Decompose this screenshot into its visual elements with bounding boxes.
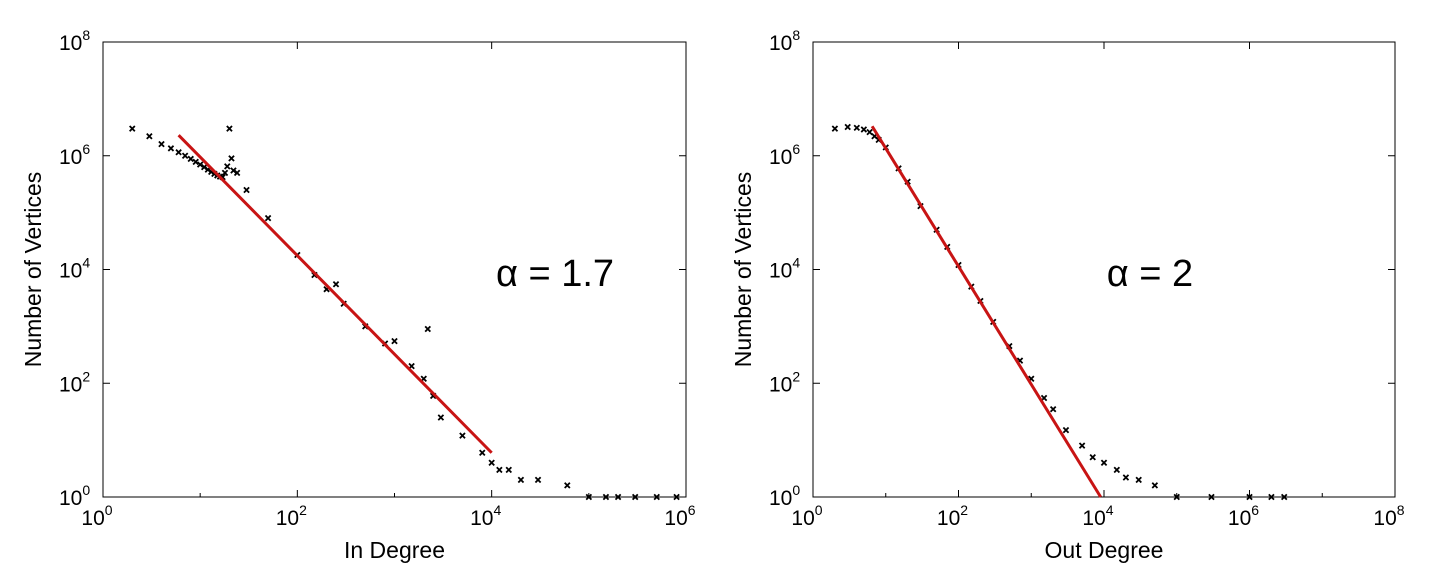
- y-tick-label: 102: [769, 368, 800, 396]
- data-point: [230, 167, 237, 174]
- data-point: [631, 493, 639, 501]
- y-tick-label: 104: [769, 255, 800, 283]
- data-point: [602, 493, 610, 501]
- data-point: [459, 432, 466, 439]
- data-point: [424, 325, 432, 333]
- alpha-annotation: α = 2: [1107, 253, 1193, 295]
- data-point: [1122, 474, 1130, 481]
- x-tick-label: 102: [937, 502, 968, 530]
- data-point: [1268, 493, 1275, 501]
- data-point: [391, 337, 398, 345]
- x-tick-label: 104: [1082, 502, 1113, 530]
- data-point: [221, 169, 229, 177]
- data-point: [175, 149, 182, 156]
- out-degree-chart: 100 102 104 106 108 100 102 104 106 108 Out Degree…: [730, 27, 1405, 563]
- data-points: [129, 125, 680, 501]
- y-tick-label: 102: [59, 368, 90, 396]
- data-point: [614, 493, 622, 501]
- data-point: [1135, 476, 1142, 484]
- y-tick-label: 108: [769, 27, 800, 55]
- data-point: [1049, 405, 1057, 413]
- data-point: [167, 145, 175, 152]
- data-point: [1089, 454, 1096, 461]
- x-tick-label: 106: [1228, 502, 1259, 530]
- y-tick-label: 106: [769, 141, 800, 169]
- data-point: [853, 124, 861, 132]
- data-point: [243, 186, 250, 194]
- data-point: [264, 214, 272, 222]
- data-point: [517, 476, 525, 484]
- data-point: [1280, 493, 1288, 501]
- data-point: [1100, 459, 1108, 466]
- y-axis-label: Number of Vertices: [20, 172, 46, 368]
- data-point: [1062, 426, 1070, 434]
- data-point: [505, 466, 513, 474]
- data-point: [228, 155, 235, 162]
- data-point: [1151, 482, 1159, 489]
- x-tick-label: 104: [470, 502, 501, 530]
- data-point: [488, 459, 495, 466]
- data-point: [146, 133, 153, 140]
- data-point: [1246, 493, 1253, 501]
- data-point: [129, 125, 136, 132]
- data-point: [332, 281, 340, 288]
- in-degree-chart: 100 102 104 106 100 102 104 106 108 In Degree Numb…: [20, 27, 696, 563]
- data-point: [1208, 493, 1215, 501]
- power-law-fit-line: [177, 134, 493, 454]
- x-axis-label: In Degree: [344, 537, 445, 563]
- data-point: [534, 476, 542, 484]
- data-point: [585, 493, 593, 501]
- x-axis-label: Out Degree: [1045, 537, 1164, 563]
- data-point: [1113, 466, 1121, 474]
- data-point: [196, 161, 204, 168]
- alpha-annotation: α = 1.7: [496, 253, 614, 295]
- data-point: [181, 152, 189, 159]
- data-point: [653, 493, 660, 501]
- x-tick-label: 108: [1373, 502, 1404, 530]
- data-point: [226, 125, 233, 132]
- y-tick-label: 106: [59, 141, 90, 169]
- y-tick-label: 100: [769, 482, 800, 510]
- data-point: [233, 169, 241, 177]
- data-point: [673, 493, 680, 501]
- power-law-fit-line: [870, 125, 1102, 498]
- x-tick-label: 106: [664, 502, 695, 530]
- data-point: [1078, 442, 1086, 449]
- y-tick-label: 104: [59, 255, 90, 283]
- data-point: [192, 158, 199, 166]
- data-point: [479, 449, 486, 456]
- data-point: [437, 414, 445, 421]
- data-point: [1173, 493, 1180, 501]
- data-point: [831, 125, 839, 132]
- data-point: [866, 128, 873, 136]
- data-point: [564, 482, 571, 489]
- data-points: [831, 123, 1288, 501]
- y-tick-label: 100: [59, 482, 90, 510]
- data-point: [187, 155, 194, 163]
- plot-area: [812, 41, 1396, 498]
- y-axis-label: Number of Vertices: [730, 172, 756, 368]
- data-point: [224, 163, 231, 170]
- x-tick-label: 102: [276, 502, 307, 530]
- data-point: [844, 123, 851, 131]
- y-tick-label: 108: [59, 27, 90, 55]
- x-tick-label: 100: [791, 502, 822, 530]
- data-point: [496, 466, 503, 474]
- data-point: [158, 140, 165, 148]
- x-tick-label: 100: [81, 502, 112, 530]
- data-point: [860, 126, 868, 133]
